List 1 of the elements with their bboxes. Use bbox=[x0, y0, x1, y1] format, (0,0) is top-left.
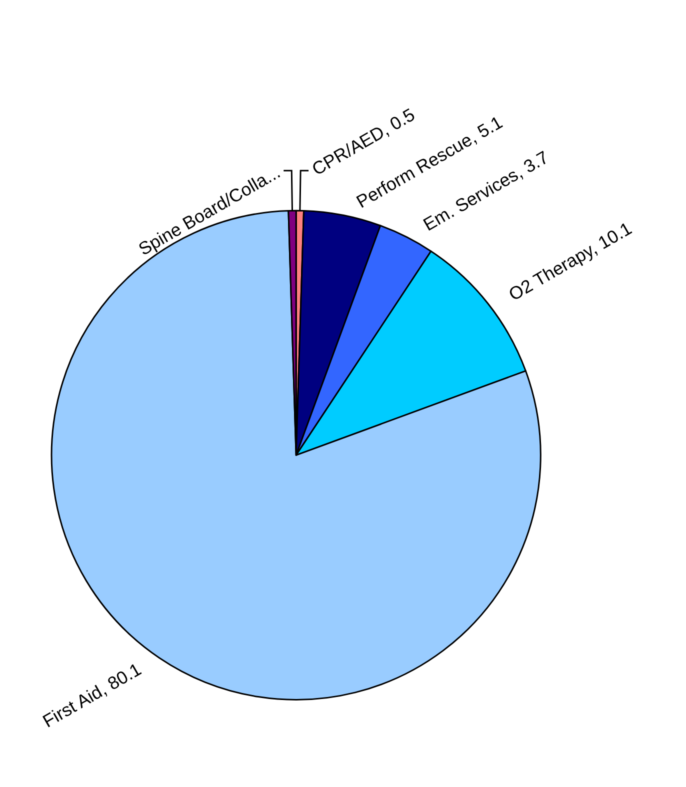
slice-label: First Aid, 80.1 bbox=[39, 659, 145, 732]
